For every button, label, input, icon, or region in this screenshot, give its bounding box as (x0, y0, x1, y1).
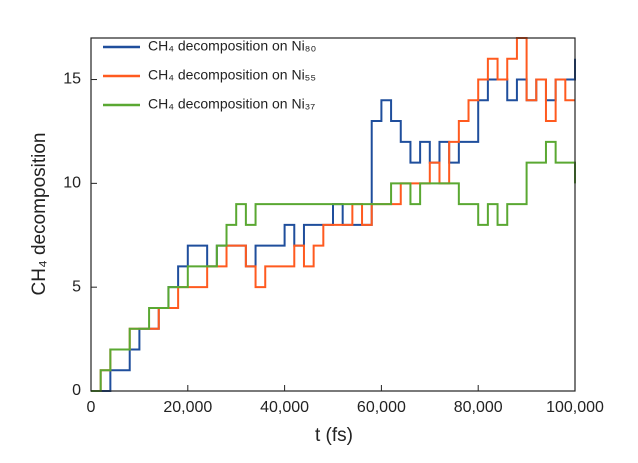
y-tick-label: 10 (63, 175, 81, 192)
legend-label: CH₄ decomposition on Ni₈₀ (148, 38, 316, 54)
x-tick-label: 80,000 (454, 399, 503, 416)
y-tick-label: 15 (63, 71, 81, 88)
legend-label: CH₄ decomposition on Ni₅₅ (148, 67, 316, 83)
x-tick-label: 60,000 (357, 399, 406, 416)
series-line (91, 37, 575, 392)
legend-label: CH₄ decomposition on Ni₃₇ (148, 96, 315, 112)
y-tick-label: 0 (72, 382, 81, 399)
x-tick-label: 0 (87, 399, 96, 416)
y-axis-label: CH₄ decomposition (29, 133, 50, 296)
plot-frame (90, 37, 576, 392)
series-line (91, 140, 576, 392)
x-tick-label: 20,000 (163, 399, 212, 416)
x-axis-label: t (fs) (315, 425, 353, 446)
x-tick-label: 100,000 (546, 399, 604, 416)
x-tick-label: 40,000 (260, 399, 309, 416)
y-tick-label: 5 (72, 278, 81, 295)
